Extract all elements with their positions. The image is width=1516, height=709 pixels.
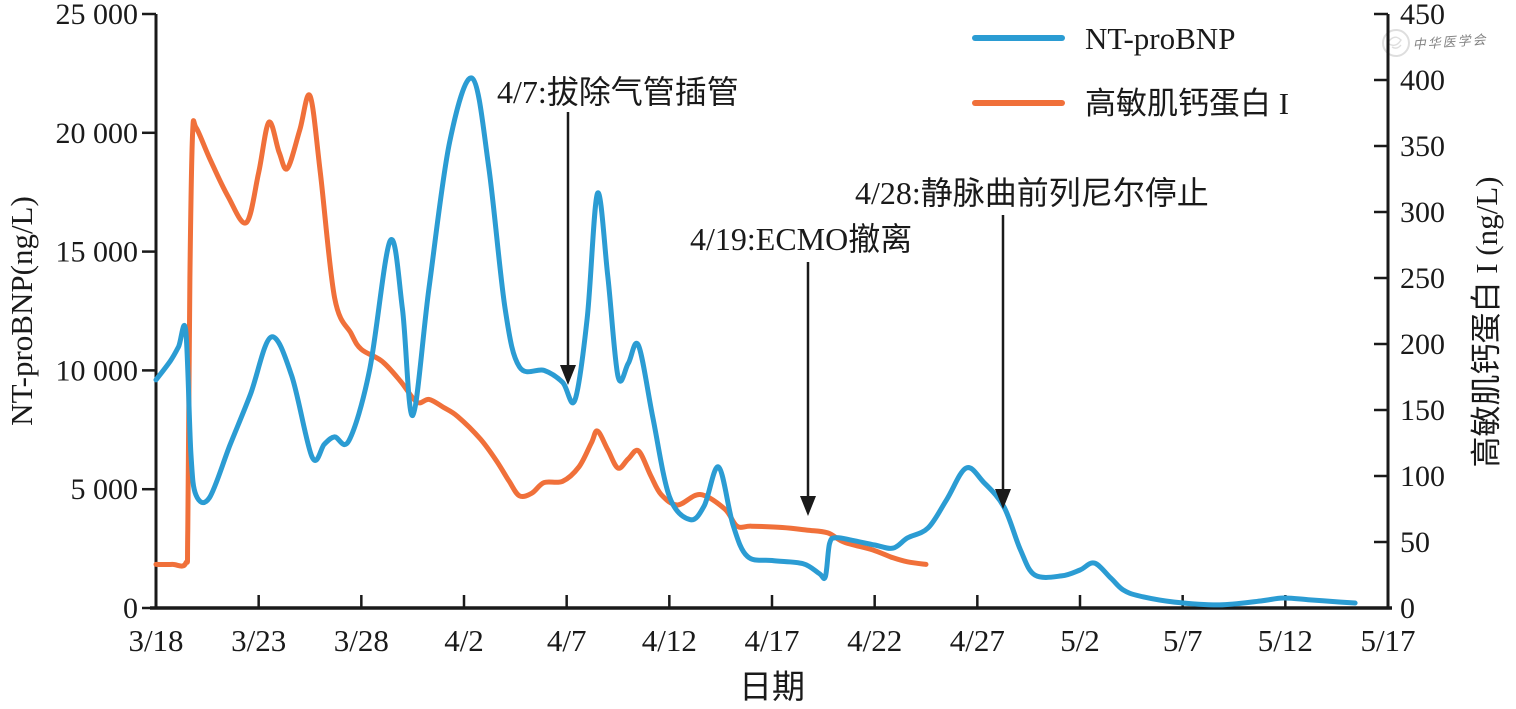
y-left-tick-label: 20 000 xyxy=(56,117,139,150)
plot-area: 0 5 000 10 000 15 000 20 000 25 000 0 50 100 150 2… xyxy=(56,0,1446,658)
x-tick-label: 4/2 xyxy=(444,623,484,658)
left-axis-title: NT-proBNP(ng/L) xyxy=(4,196,39,426)
x-tick-label: 5/17 xyxy=(1360,623,1415,658)
legend-label-1: 高敏肌钙蛋白 I xyxy=(1085,86,1289,121)
y-right-tick-label: 0 xyxy=(1400,592,1415,625)
x-tick-label: 5/12 xyxy=(1258,623,1313,658)
y-right-tick-label: 400 xyxy=(1400,64,1445,97)
y-right-tick-label: 450 xyxy=(1400,0,1445,31)
y-right-tick-label: 200 xyxy=(1400,328,1445,361)
y-left-tick-label: 10 000 xyxy=(56,354,139,387)
legend-label-0: NT-proBNP xyxy=(1085,21,1235,56)
x-tick-label: 4/12 xyxy=(642,623,697,658)
x-axis-title: 日期 xyxy=(739,670,805,706)
x-tick-label: 4/7 xyxy=(547,623,587,658)
y-right-tick-label: 300 xyxy=(1400,196,1445,229)
y-left-tick-label: 0 xyxy=(123,592,138,625)
y-left-tick-label: 15 000 xyxy=(56,236,139,269)
annotation-arrowhead-icon xyxy=(560,365,576,385)
annotation-arrowhead-icon xyxy=(800,496,816,516)
x-tick-label: 3/23 xyxy=(231,623,286,658)
annotation-label: 4/7:拔除气管插管 xyxy=(497,74,739,110)
x-tick-label: 5/2 xyxy=(1060,623,1100,658)
ntprobnp-line xyxy=(153,75,1358,608)
watermark-seal-glyph xyxy=(1388,36,1402,49)
x-tick-label: 5/7 xyxy=(1163,623,1203,658)
annotation-label: 4/28:静脉曲前列尼尔停止 xyxy=(855,175,1209,211)
y-right-tick-label: 100 xyxy=(1400,460,1445,493)
y-right-tick-label: 350 xyxy=(1400,130,1445,163)
x-tick-label: 4/22 xyxy=(847,623,902,658)
right-axis-title: 高敏肌钙蛋白 I (ng/L) xyxy=(1469,176,1504,467)
watermark-seal-icon xyxy=(1382,29,1410,57)
watermark-text: 中华医学会 xyxy=(1412,32,1488,52)
y-right-tick-label: 250 xyxy=(1400,262,1445,295)
y-right-tick-label: 150 xyxy=(1400,394,1445,427)
annotation-arrowhead-icon xyxy=(995,489,1011,509)
hs-ctni-line xyxy=(153,92,929,569)
x-tick-label: 4/27 xyxy=(950,623,1005,658)
x-tick-label: 4/17 xyxy=(744,623,799,658)
x-tick-label: 3/18 xyxy=(128,623,183,658)
x-tick-label: 3/28 xyxy=(334,623,389,658)
y-left-tick-label: 5 000 xyxy=(71,473,139,506)
annotation-label: 4/19:ECMO撤离 xyxy=(690,221,912,257)
y-left-tick-label: 25 000 xyxy=(56,0,139,31)
y-right-tick-label: 50 xyxy=(1400,526,1430,559)
journal-watermark: 中华医学会 xyxy=(1382,29,1488,57)
